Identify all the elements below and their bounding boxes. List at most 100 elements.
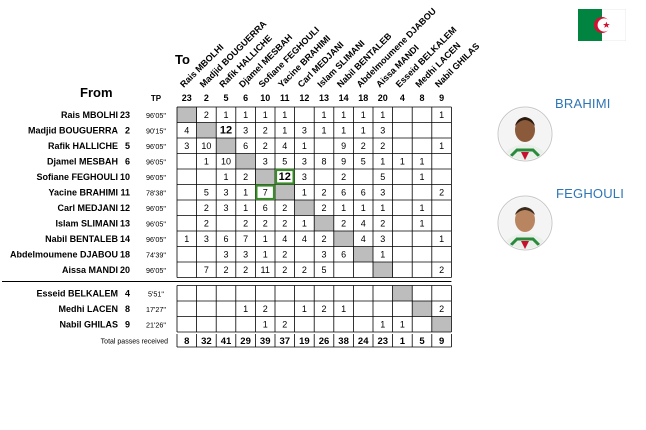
cell-value: 1 xyxy=(243,304,248,314)
cell-value: 6 xyxy=(361,188,366,198)
cell-value: 2 xyxy=(263,141,268,151)
cell-value: 1 xyxy=(204,157,209,167)
cell-value: 6 xyxy=(341,188,346,198)
row-name: Aissa MANDI xyxy=(62,265,118,275)
cell-value: 10 xyxy=(221,157,231,167)
column-number: 5 xyxy=(223,93,228,103)
row-number: 8 xyxy=(125,304,130,314)
cell-value: 3 xyxy=(223,203,228,213)
cell-value: 1 xyxy=(439,141,444,151)
column-number: 14 xyxy=(339,93,349,103)
row-time: 96'05" xyxy=(146,235,166,244)
cell-value: 4 xyxy=(361,234,366,244)
cell-value: 2 xyxy=(341,172,346,182)
cell-value: 1 xyxy=(341,126,346,136)
cell-value: 1 xyxy=(263,234,268,244)
row-time: 96'05" xyxy=(146,173,166,182)
cell-value: 2 xyxy=(380,219,385,229)
cell-value: 6 xyxy=(263,203,268,213)
cell-value: 3 xyxy=(302,126,307,136)
cell-value: 1 xyxy=(302,188,307,198)
cell-value: 3 xyxy=(302,172,307,182)
cell-value: 1 xyxy=(419,157,424,167)
total-value: 24 xyxy=(358,336,369,347)
row-name: Djamel MESBAH xyxy=(47,157,118,167)
cell-value: 10 xyxy=(201,141,211,151)
column-number: 6 xyxy=(243,93,248,103)
row-name: Carl MEDJANI xyxy=(57,203,118,213)
cell-value: 2 xyxy=(321,304,326,314)
row-number: 2 xyxy=(125,126,130,136)
column-number: 18 xyxy=(358,93,368,103)
cell-value: 2 xyxy=(302,265,307,275)
total-value: 38 xyxy=(338,336,349,347)
diagonal-cell xyxy=(333,231,354,247)
cell-value: 2 xyxy=(243,219,248,229)
total-value: 41 xyxy=(221,336,232,347)
total-value: 8 xyxy=(184,336,189,347)
highlight-box xyxy=(255,184,276,201)
cell-value: 1 xyxy=(184,234,189,244)
row-name: Islam SLIMANI xyxy=(55,219,118,229)
cell-value: 6 xyxy=(243,141,248,151)
cell-value: 11 xyxy=(261,265,270,275)
row-number: 6 xyxy=(125,157,130,167)
cell-value: 2 xyxy=(380,141,385,151)
row-time: 90'15" xyxy=(146,127,166,136)
cell-value: 1 xyxy=(263,320,268,330)
diagonal-cell xyxy=(294,200,315,216)
cell-value: 3 xyxy=(263,157,268,167)
cell-value: 2 xyxy=(263,304,268,314)
cell-value: 6 xyxy=(341,250,346,260)
cell-value: 1 xyxy=(263,250,268,260)
total-value: 1 xyxy=(400,336,406,347)
cell-value: 5 xyxy=(204,188,209,198)
diagonal-cell xyxy=(216,138,236,154)
player-label-brahimi: BRAHIMI xyxy=(555,96,611,111)
cell-value: 12 xyxy=(220,125,232,137)
cell-value: 2 xyxy=(263,126,268,136)
algeria-flag xyxy=(578,9,626,41)
player-photo-brahimi xyxy=(497,106,553,162)
column-number: 4 xyxy=(400,93,405,103)
player-photo-feghouli xyxy=(497,195,553,251)
cell-value: 3 xyxy=(204,234,209,244)
row-time: 96'05" xyxy=(146,111,166,120)
row-number: 5 xyxy=(125,141,130,151)
column-number: 10 xyxy=(260,93,270,103)
cell-value: 1 xyxy=(439,110,444,120)
cell-value: 2 xyxy=(243,265,248,275)
total-value: 37 xyxy=(280,336,291,347)
row-number: 18 xyxy=(120,250,130,260)
diagonal-cell xyxy=(392,285,413,301)
diagonal-cell xyxy=(275,184,295,200)
cell-value: 1 xyxy=(341,203,346,213)
cell-value: 2 xyxy=(282,250,287,260)
cell-value: 1 xyxy=(282,110,287,120)
row-number: 9 xyxy=(125,320,130,330)
cell-value: 1 xyxy=(321,110,326,120)
cell-value: 2 xyxy=(341,219,346,229)
row-time: 5'51" xyxy=(148,290,164,299)
row-name: Nabil BENTALEB xyxy=(45,234,118,244)
cell-value: 1 xyxy=(419,219,424,229)
cell-value: 2 xyxy=(439,188,444,198)
row-time: 74'39" xyxy=(146,251,166,260)
cell-value: 7 xyxy=(204,265,209,275)
cell-value: 4 xyxy=(282,234,287,244)
cell-value: 7 xyxy=(243,234,248,244)
row-time: 96'05" xyxy=(146,142,166,151)
cell-value: 5 xyxy=(282,157,287,167)
row-number: 13 xyxy=(120,219,130,229)
row-name: Madjid BOUGUERRA xyxy=(28,126,119,136)
row-time: 78'38" xyxy=(146,189,166,198)
column-number: 2 xyxy=(204,93,209,103)
total-value: 5 xyxy=(419,336,425,347)
total-value: 19 xyxy=(299,336,310,347)
cell-value: 1 xyxy=(243,110,248,120)
cell-value: 2 xyxy=(282,265,287,275)
cell-value: 1 xyxy=(419,172,424,182)
cell-value: 1 xyxy=(361,203,366,213)
